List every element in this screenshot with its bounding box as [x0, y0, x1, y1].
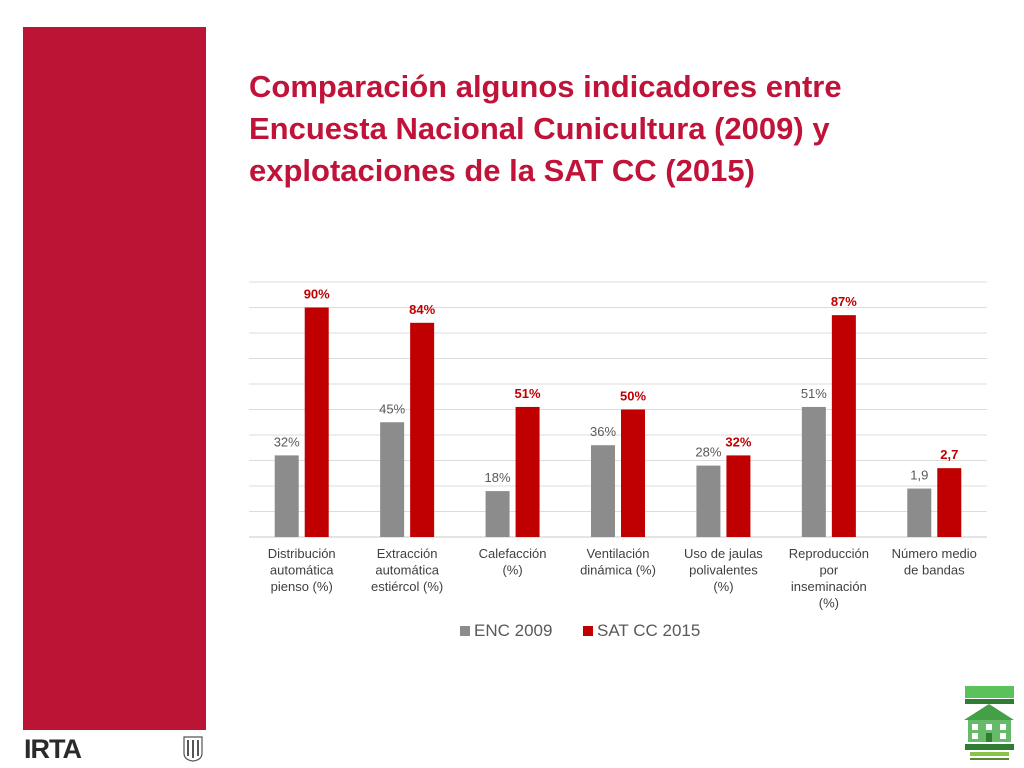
- legend-swatch: [583, 626, 593, 636]
- data-label: 2,7: [940, 447, 958, 462]
- data-label: 32%: [725, 434, 751, 449]
- data-label: 90%: [304, 287, 330, 302]
- data-label: 18%: [485, 470, 511, 485]
- bar-sat-cc-2015: [304, 307, 329, 537]
- data-label: 32%: [274, 434, 300, 449]
- cooperative-logo-icon: [964, 686, 1014, 760]
- data-label: 87%: [831, 294, 857, 309]
- category-label: Número medio de bandas: [892, 546, 977, 578]
- legend-label: SAT CC 2015: [597, 621, 700, 640]
- category-label: Distribución automática pienso (%): [268, 546, 336, 594]
- data-label: 51%: [801, 386, 827, 401]
- title-line-3: explotaciones de la SAT CC (2015): [249, 153, 755, 188]
- bar-sat-cc-2015: [621, 409, 645, 537]
- bar-enc-2009: [801, 406, 826, 537]
- bar-sat-cc-2015: [410, 322, 435, 537]
- generalitat-emblem-icon: [183, 736, 203, 762]
- bar-enc-2009: [274, 455, 299, 537]
- category-label: Reproducción por inseminación (%): [789, 546, 869, 611]
- irta-logo: IRTA: [24, 734, 82, 764]
- bar-enc-2009: [485, 491, 510, 537]
- bar-enc-2009: [591, 445, 615, 537]
- bar-sat-cc-2015: [831, 315, 856, 537]
- data-label: 50%: [620, 389, 646, 404]
- side-accent-band: [23, 27, 206, 730]
- category-label: Ventilación dinámica (%): [580, 546, 656, 578]
- data-label: 51%: [515, 386, 541, 401]
- legend-label: ENC 2009: [474, 621, 552, 640]
- data-label: 1,9: [910, 468, 928, 483]
- legend-swatch: [460, 626, 470, 636]
- bar-sat-cc-2015: [937, 468, 962, 537]
- data-label: 84%: [409, 302, 435, 317]
- bar-enc-2009: [907, 488, 932, 537]
- title-line-1: Comparación algunos indicadores entre: [249, 69, 842, 104]
- slide-title: Comparación algunos indicadores entre En…: [249, 66, 969, 192]
- data-label: 45%: [379, 401, 405, 416]
- data-label: 28%: [695, 445, 721, 460]
- bar-enc-2009: [380, 422, 405, 537]
- bar-sat-cc-2015: [515, 406, 540, 537]
- bar-enc-2009: [696, 465, 721, 537]
- category-label: Calefacción (%): [479, 546, 547, 578]
- category-label: Extracción automática estiércol (%): [371, 546, 443, 594]
- title-line-2: Encuesta Nacional Cunicultura (2009) y: [249, 111, 830, 146]
- data-label: 36%: [590, 424, 616, 439]
- category-label: Uso de jaulas polivalentes (%): [684, 546, 763, 594]
- bar-sat-cc-2015: [726, 455, 751, 537]
